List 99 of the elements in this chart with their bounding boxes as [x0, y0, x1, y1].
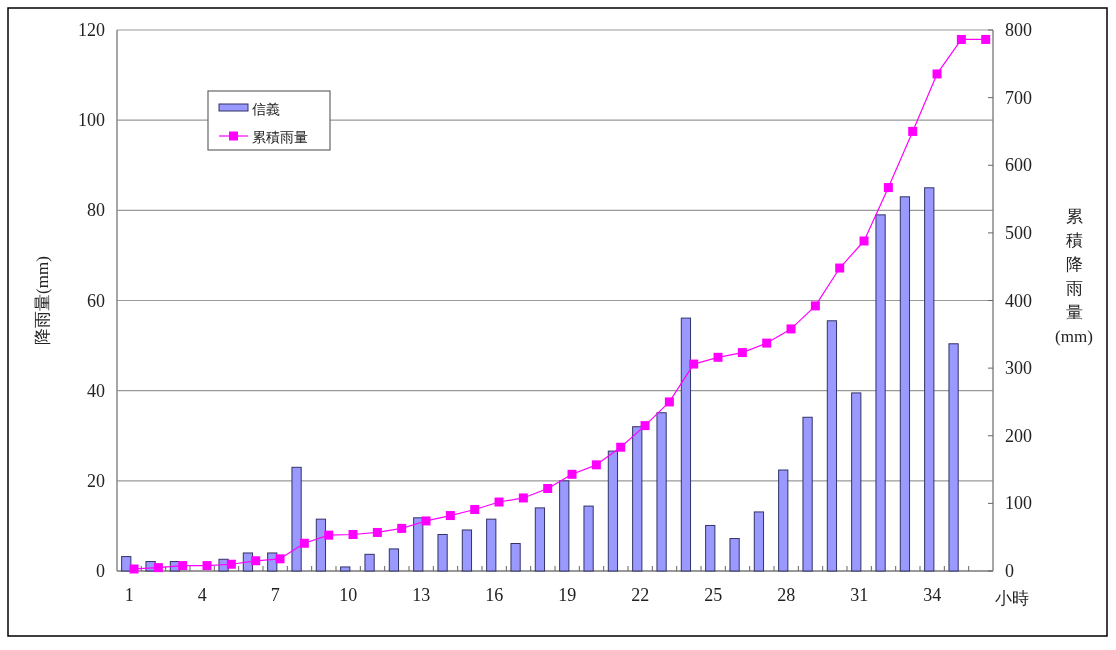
bar [753, 511, 765, 572]
point [421, 516, 431, 526]
bar [656, 412, 667, 572]
y2-tick-label: 300 [1005, 358, 1032, 379]
y2-axis-title: 累積降雨量(mm) [1055, 207, 1093, 346]
point [859, 236, 869, 246]
bar [291, 466, 302, 572]
x-tick-label: 16 [485, 585, 504, 605]
y2-tick-label: 200 [1005, 425, 1032, 446]
bar [705, 524, 716, 572]
y-axis-title: 降雨量(mm) [33, 256, 52, 345]
x-tick-label: 10 [339, 585, 358, 605]
point [956, 34, 966, 44]
x-tick-label: 31 [850, 585, 869, 605]
point [518, 493, 528, 503]
bar [559, 480, 570, 572]
y2-tick-label: 100 [1005, 493, 1032, 514]
point [762, 338, 772, 348]
point [567, 469, 577, 479]
y2-tick-label: 400 [1005, 290, 1032, 311]
point [835, 263, 845, 273]
bar [924, 187, 935, 572]
point [226, 559, 236, 569]
point [908, 126, 918, 136]
bar [315, 518, 327, 572]
point [153, 563, 163, 573]
bar [899, 196, 911, 572]
point [883, 183, 893, 193]
bar [461, 529, 473, 572]
y-tick-label: 0 [96, 561, 105, 581]
y2-tick-label: 800 [1005, 20, 1032, 40]
bar [778, 469, 789, 572]
point [445, 511, 455, 521]
x-tick-label: 19 [558, 585, 577, 605]
point [275, 554, 285, 564]
bar [826, 320, 838, 572]
bar [510, 543, 521, 572]
x-tick-label: 4 [197, 585, 207, 605]
bar [802, 416, 813, 572]
point [299, 538, 309, 548]
x-axis-title: 小時 [995, 589, 1029, 608]
y-tick-label: 80 [87, 200, 105, 221]
point [810, 301, 820, 311]
point [543, 484, 553, 493]
x-tick-label: 7 [270, 585, 280, 605]
point [251, 556, 261, 566]
y-tick-label: 100 [78, 110, 105, 131]
y2-tick-label: 500 [1005, 222, 1032, 243]
legend-label: 信義 [252, 102, 280, 117]
bar [267, 552, 278, 572]
y2-tick-label: 700 [1005, 87, 1032, 108]
point [616, 442, 626, 452]
point [202, 561, 212, 571]
point [640, 421, 650, 431]
bar [534, 507, 546, 572]
point [348, 529, 358, 539]
bar [632, 426, 643, 572]
x-tick-label: 28 [777, 585, 796, 605]
point [324, 530, 334, 540]
point [786, 324, 796, 334]
bar [851, 392, 862, 572]
point [470, 504, 480, 514]
point [372, 527, 382, 537]
bar [729, 538, 740, 572]
bar [121, 556, 132, 572]
bar [583, 505, 594, 572]
point [713, 352, 723, 362]
bar [413, 517, 424, 572]
x-tick-label: 22 [631, 585, 650, 605]
x-tick-label: 34 [923, 585, 942, 605]
x-tick-label: 13 [412, 585, 431, 605]
bar [680, 317, 692, 572]
bar [437, 533, 448, 572]
legend-label: 累積雨量 [252, 130, 308, 145]
bar [340, 566, 351, 572]
bar [364, 553, 375, 572]
point [932, 69, 942, 79]
point [397, 523, 407, 533]
y-tick-label: 120 [78, 20, 105, 40]
point [494, 497, 504, 507]
y-tick-label: 20 [87, 470, 105, 491]
bar [875, 214, 886, 572]
y-tick-label: 40 [87, 380, 105, 401]
y2-tick-label: 0 [1005, 561, 1014, 581]
x-tick-label: 25 [704, 585, 723, 605]
x-tick-label: 1 [124, 585, 134, 605]
bar [388, 548, 400, 572]
y-tick-label: 60 [87, 290, 105, 311]
point [981, 34, 991, 44]
point [129, 564, 139, 574]
point [591, 460, 601, 470]
y2-tick-label: 600 [1005, 155, 1032, 176]
bar [607, 450, 619, 572]
point [689, 359, 699, 369]
point [664, 397, 674, 407]
point [737, 348, 747, 358]
bar [948, 343, 959, 572]
point [178, 561, 188, 571]
bar [486, 518, 497, 572]
